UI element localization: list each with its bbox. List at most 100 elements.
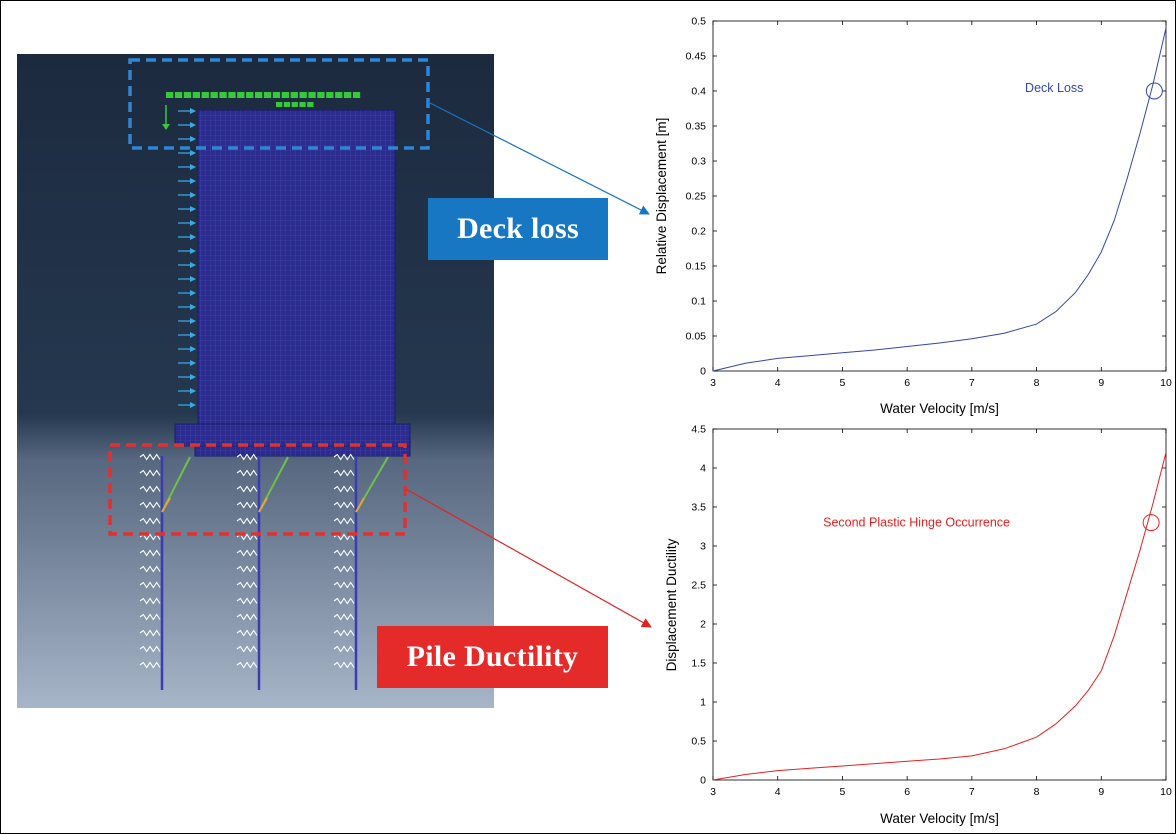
soil-spring — [236, 501, 258, 509]
x-tick-label: 4 — [775, 377, 781, 389]
chart-displacement-ductility: 3 4 5 6 7 8 9 10 0 0.5 1 1.5 2 2.5 3 3.5 4 4.5 Second Pla… — [664, 424, 1172, 827]
axis-ticks: 3 4 5 6 7 8 9 10 0 0.05 0.1 0.15 0.2 0.25 0.3 0.35 0.4 0.… — [686, 16, 1172, 390]
load-block — [291, 102, 298, 107]
soil-spring — [333, 645, 355, 653]
soil-spring — [139, 629, 161, 637]
x-tick-label: 3 — [710, 377, 716, 389]
y-tick-label: 0 — [700, 366, 706, 378]
soil-spring — [236, 581, 258, 589]
soil-spring — [236, 645, 258, 653]
load-block — [299, 92, 307, 98]
load-block — [276, 102, 283, 107]
x-tick-label: 6 — [904, 377, 910, 389]
y-tick-label: 2.5 — [691, 580, 706, 592]
soil-spring — [236, 597, 258, 605]
soil-spring — [139, 549, 161, 557]
x-tick-label: 9 — [1098, 786, 1104, 798]
x-tick-label: 10 — [1160, 786, 1172, 798]
x-tick-label: 9 — [1098, 377, 1104, 389]
soil-spring — [333, 597, 355, 605]
y-tick-label: 0.1 — [691, 296, 706, 308]
soil-spring — [139, 485, 161, 493]
x-tick-label: 8 — [1034, 786, 1040, 798]
soil-spring — [333, 469, 355, 477]
load-block — [228, 92, 236, 98]
x-tick-label: 6 — [904, 786, 910, 798]
y-tick-label: 0.15 — [686, 261, 707, 273]
x-axis-label: Water Velocity [m/s] — [880, 401, 999, 416]
wave-load-arrows — [178, 108, 196, 408]
soil-spring — [139, 517, 161, 525]
y-tick-label: 0.5 — [691, 736, 706, 748]
x-tick-label: 3 — [710, 786, 716, 798]
series-line — [712, 452, 1167, 781]
y-tick-label: 0.3 — [691, 156, 706, 168]
load-block — [308, 92, 316, 98]
load-block — [174, 92, 183, 98]
soil-spring — [236, 565, 258, 573]
y-tick-label: 0 — [700, 775, 706, 787]
soil-spring — [139, 501, 161, 509]
soil-spring — [139, 613, 161, 621]
fe-model-image — [17, 54, 494, 708]
soil-spring — [139, 645, 161, 653]
load-block — [255, 92, 263, 98]
soil-spring — [333, 565, 355, 573]
annotation-circle — [1145, 82, 1163, 100]
y-tick-label: 4.5 — [691, 424, 706, 436]
y-tick-label: 0.05 — [686, 331, 707, 343]
soil-spring — [236, 549, 258, 557]
load-block — [272, 92, 281, 98]
y-tick-label: 0.4 — [691, 86, 706, 98]
annotation-text: Second Plastic Hinge Occurrence — [823, 516, 1010, 530]
load-block — [281, 92, 289, 98]
load-block — [283, 102, 291, 107]
x-tick-label: 7 — [969, 786, 975, 798]
load-block — [335, 92, 343, 98]
load-block — [201, 92, 209, 98]
load-block — [246, 92, 254, 98]
x-tick-label: 5 — [840, 377, 846, 389]
y-tick-label: 1.5 — [691, 658, 706, 670]
soil-spring — [333, 581, 355, 589]
y-tick-label: 2 — [700, 619, 706, 631]
load-block — [192, 92, 200, 98]
x-axis-label: Water Velocity [m/s] — [880, 811, 999, 826]
load-block — [263, 92, 272, 98]
soil-spring — [333, 453, 355, 461]
load-block — [344, 92, 352, 98]
soil-spring — [139, 581, 161, 589]
series-line — [712, 27, 1167, 372]
soil-spring — [139, 453, 161, 461]
soil-spring — [333, 485, 355, 493]
deck-loss-label: Deck loss — [428, 198, 608, 260]
load-block — [326, 92, 334, 98]
pile-ductility-label: Pile Ductility — [377, 626, 608, 688]
soil-spring — [236, 661, 258, 669]
pile-cap-mesh — [174, 423, 411, 447]
soil-spring — [139, 661, 161, 669]
load-block — [299, 102, 306, 107]
y-tick-label: 0.25 — [686, 191, 707, 203]
load-block — [219, 92, 227, 98]
soil-spring — [333, 629, 355, 637]
gravity-arrow-head — [162, 124, 170, 130]
soil-spring — [139, 469, 161, 477]
load-block — [183, 92, 192, 98]
soil-spring — [139, 597, 161, 605]
load-block — [307, 102, 314, 107]
y-tick-label: 1 — [700, 697, 706, 709]
y-tick-label: 4 — [700, 463, 706, 475]
y-axis-label: Displacement Ductility — [664, 538, 679, 671]
soil-spring — [333, 613, 355, 621]
soil-springs — [139, 453, 355, 669]
soil-spring — [139, 565, 161, 573]
y-tick-label: 0.45 — [686, 51, 707, 63]
load-block — [317, 92, 325, 98]
soil-spring — [333, 517, 355, 525]
plot-area — [712, 20, 1167, 372]
y-tick-label: 3.5 — [691, 502, 706, 514]
x-tick-label: 10 — [1160, 377, 1172, 389]
soil-spring — [236, 453, 258, 461]
